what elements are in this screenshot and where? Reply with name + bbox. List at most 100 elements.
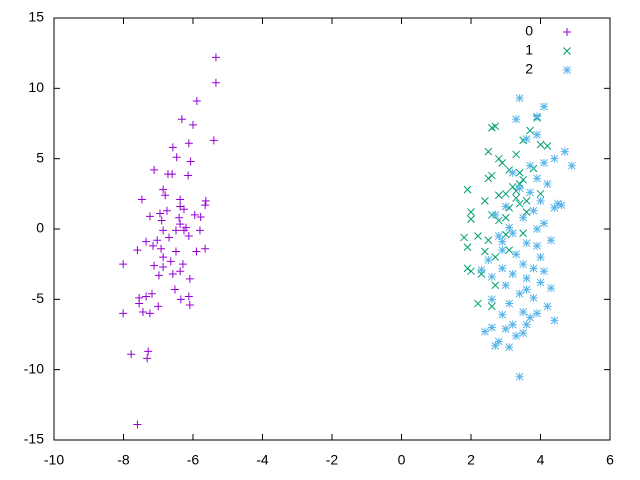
point (543, 302, 552, 311)
point (522, 285, 531, 294)
point (560, 147, 569, 156)
point (539, 158, 548, 167)
y-tick-label: -15 (24, 431, 44, 447)
point (484, 236, 493, 245)
point (491, 210, 500, 219)
x-tick-label: 0 (398, 452, 406, 468)
point (522, 320, 531, 329)
point (536, 253, 545, 262)
point (533, 112, 542, 121)
point (463, 185, 472, 194)
point (501, 213, 510, 222)
point (539, 267, 548, 276)
point (512, 250, 521, 259)
legend-label: 1 (525, 42, 533, 58)
point (144, 347, 153, 356)
point (170, 285, 179, 294)
point (143, 354, 152, 363)
point (142, 237, 151, 246)
y-tick-label: -10 (24, 360, 44, 376)
legend-marker (563, 66, 571, 74)
x-tick-label: -4 (256, 452, 269, 468)
legend-label: 0 (525, 23, 533, 39)
point (533, 130, 542, 139)
point (161, 191, 170, 200)
point (498, 237, 507, 246)
y-tick-label: 10 (28, 79, 44, 95)
point (519, 329, 528, 338)
point (526, 188, 535, 197)
point (522, 274, 531, 283)
point (165, 233, 174, 242)
point (192, 247, 201, 256)
point (127, 350, 136, 359)
point (184, 139, 193, 148)
point (508, 182, 517, 191)
plot-frame (53, 17, 611, 441)
point (519, 229, 527, 238)
point (501, 324, 510, 333)
point (505, 343, 514, 352)
point (508, 229, 517, 238)
point (487, 323, 496, 332)
point (494, 191, 503, 200)
point (512, 194, 521, 202)
point (519, 175, 527, 184)
point (467, 267, 475, 276)
point (533, 174, 542, 183)
point (498, 246, 507, 255)
point (487, 295, 496, 304)
point (550, 154, 559, 163)
point (484, 174, 493, 183)
point (494, 216, 503, 225)
point (133, 246, 142, 255)
point (157, 216, 166, 225)
point (536, 278, 545, 287)
point (137, 195, 146, 204)
point (494, 232, 503, 241)
x-tick-label: -2 (326, 452, 339, 468)
point (154, 302, 163, 311)
point (178, 260, 187, 269)
point (171, 226, 180, 235)
point (515, 168, 524, 177)
point (491, 122, 500, 131)
x-tick-label: 2 (467, 452, 475, 468)
point (546, 284, 555, 293)
point (491, 253, 500, 261)
point (177, 115, 186, 124)
point (201, 196, 210, 205)
legend-marker (563, 28, 571, 36)
x-tick-label: -10 (44, 452, 64, 468)
point (501, 281, 510, 290)
point (491, 341, 500, 350)
point (211, 78, 220, 87)
point (176, 267, 185, 276)
point (209, 136, 218, 145)
point (467, 215, 475, 224)
point (157, 244, 166, 253)
point (176, 295, 185, 304)
point (154, 271, 163, 280)
x-tick-label: 4 (537, 452, 545, 468)
point (557, 201, 566, 210)
point (543, 179, 552, 188)
point (539, 102, 548, 111)
point (550, 316, 559, 325)
point (172, 153, 181, 162)
point (546, 236, 555, 245)
point (142, 292, 151, 301)
point (522, 134, 531, 143)
point (186, 157, 195, 166)
point (494, 337, 503, 346)
x-tick-label: -6 (187, 452, 200, 468)
point (519, 307, 528, 316)
point (491, 281, 500, 290)
point (550, 203, 559, 212)
point (519, 260, 528, 269)
point (145, 309, 154, 318)
point (162, 206, 171, 215)
point (166, 257, 175, 266)
